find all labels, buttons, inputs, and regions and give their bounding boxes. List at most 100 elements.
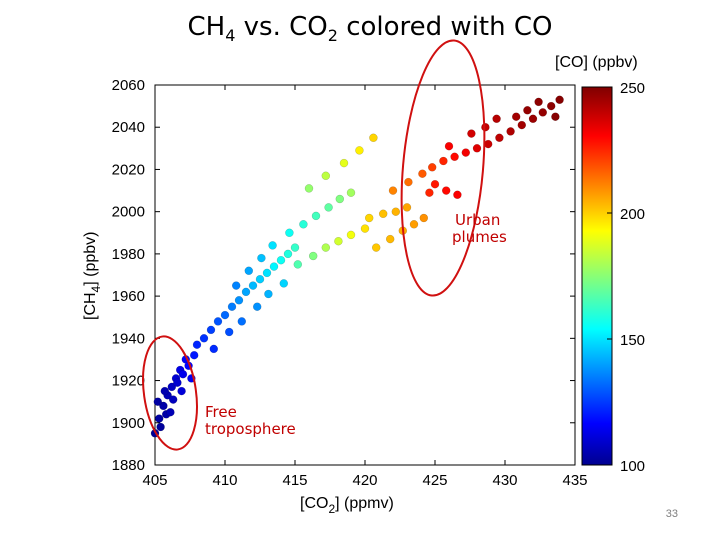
main-body-point-50	[388, 186, 398, 195]
main-body-point-41	[364, 213, 374, 223]
main-body-point-22	[257, 253, 266, 263]
urban-plumes-point-21	[511, 112, 521, 121]
free-troposphere-point-1	[154, 414, 164, 423]
main-body-point-42	[378, 209, 388, 219]
main-body-point-18	[264, 289, 273, 299]
main-body-point-19	[279, 279, 289, 288]
urban-plumes-point-7	[506, 127, 515, 136]
main-body-point-11	[276, 255, 286, 265]
main-body-point-26	[311, 211, 321, 221]
free-troposphere-point-15	[153, 397, 163, 406]
x-axis-label-unit: ] (ppmv)	[335, 495, 394, 512]
main-body-point-36	[304, 184, 314, 193]
main-body-point-31	[308, 251, 318, 261]
urban-plumes-point-23	[534, 97, 543, 107]
free-troposphere-point-17	[166, 407, 175, 417]
free-troposphere-point-10	[168, 395, 178, 404]
axis-ticks: 405 410 415 420 425 430 435 1880 1900 1920 1940 196…	[112, 77, 588, 489]
x-tick-label-0: 405	[142, 472, 167, 489]
main-body-point-24	[285, 228, 294, 238]
y-tick-label-0: 1880	[112, 457, 145, 474]
main-body-point-6	[241, 287, 251, 297]
main-body-point-21	[244, 266, 254, 276]
main-body-point-44	[402, 203, 412, 212]
free-troposphere-point-20	[192, 340, 202, 349]
urban-plumes-point-12	[555, 95, 564, 105]
colorbar-tick-label-1: 150	[620, 332, 645, 349]
y-tick-label-1: 1900	[112, 415, 145, 432]
main-body-point-35	[360, 224, 370, 233]
main-body-point-52	[418, 169, 427, 178]
free-troposphere-point-14	[189, 350, 199, 360]
urban-plumes-point-11	[546, 101, 556, 111]
urban-plumes-point-4	[472, 144, 482, 153]
main-body-point-4	[227, 302, 237, 311]
urban-plumes-annotation: Urban plumes	[452, 211, 507, 246]
urban-plumes-point-16	[425, 188, 434, 197]
main-body-point-28	[335, 194, 345, 204]
urban-plumes-point-10	[538, 108, 548, 117]
main-body-point-25	[299, 220, 308, 229]
y-axis-label: [CH4] (ppbv)	[82, 232, 103, 321]
title-main: CH	[187, 12, 226, 42]
main-body-point-23	[268, 241, 277, 250]
urban-plumes-point-13	[430, 179, 440, 189]
main-body-point-29	[346, 188, 356, 197]
main-body-point-51	[404, 177, 413, 187]
urban-plumes-point-20	[444, 141, 454, 151]
y-tick-label-5: 1980	[112, 246, 145, 263]
slide-title: CH4 vs. CO2 colored with CO	[0, 12, 720, 45]
x-tick-label-6: 435	[562, 472, 587, 489]
urban-plumes-point-2	[450, 152, 459, 162]
main-body-point-9	[262, 268, 272, 278]
main-body-point-5	[234, 296, 244, 305]
urban-plumes-point-8	[517, 120, 527, 130]
main-body-point-3	[220, 310, 230, 320]
free-troposphere-point-2	[159, 401, 168, 411]
urban-plumes-point-1	[439, 156, 448, 166]
free-troposphere-ellipse	[142, 335, 198, 451]
x-tick-label-1: 410	[212, 472, 237, 489]
free-troposphere-point-18	[177, 386, 186, 396]
main-body-point-13	[290, 243, 300, 252]
y-tick-label-6: 2000	[112, 204, 145, 221]
main-body-point-14	[209, 344, 219, 354]
urban-plumes-ellipse	[400, 39, 486, 297]
y-tick-label-3: 1940	[112, 330, 145, 347]
urban-plumes-point-3	[461, 148, 471, 157]
colorbar-tick-label-2: 200	[620, 206, 645, 223]
y-tick-label-9: 2060	[112, 77, 145, 94]
main-body-point-40	[369, 133, 378, 143]
main-body-point-32	[321, 243, 331, 252]
main-body-point-2	[213, 317, 223, 326]
y-tick-label-4: 1960	[112, 288, 145, 305]
colorbar-label: [CO] (ppbv)	[555, 54, 638, 71]
main-body-point-0	[199, 334, 209, 343]
free-troposphere-point-16	[160, 386, 170, 396]
free-troposphere-point-8	[156, 422, 165, 432]
page-number: 33	[665, 508, 678, 520]
annotation-urban-line2: plumes	[452, 228, 507, 246]
x-tick-label-4: 425	[422, 472, 447, 489]
main-body-point-49	[419, 213, 429, 223]
main-body-point-17	[252, 302, 262, 311]
urban-plumes-point-14	[441, 186, 451, 195]
free-troposphere-point-4	[167, 382, 177, 392]
main-body-point-43	[391, 207, 401, 216]
main-body-point-8	[255, 274, 265, 284]
main-body-point-45	[371, 243, 381, 252]
colorbar-tick-label-0: 100	[620, 458, 645, 475]
main-body-point-27	[324, 203, 333, 212]
colorbar-tick-label-3: 250	[620, 80, 645, 97]
free-troposphere-point-11	[173, 378, 182, 387]
annotation-urban-line1: Urban	[455, 211, 500, 229]
urban-plumes-point-0	[427, 163, 437, 172]
data-points	[150, 95, 564, 438]
main-body-point-37	[321, 171, 331, 181]
title-sub-2: 2	[327, 26, 338, 46]
annotation-free-line1: Free	[205, 403, 237, 421]
y-tick-label-7: 2020	[112, 161, 145, 178]
plot-frame	[154, 84, 576, 466]
main-body-point-7	[248, 281, 258, 290]
main-body-point-1	[206, 325, 216, 335]
